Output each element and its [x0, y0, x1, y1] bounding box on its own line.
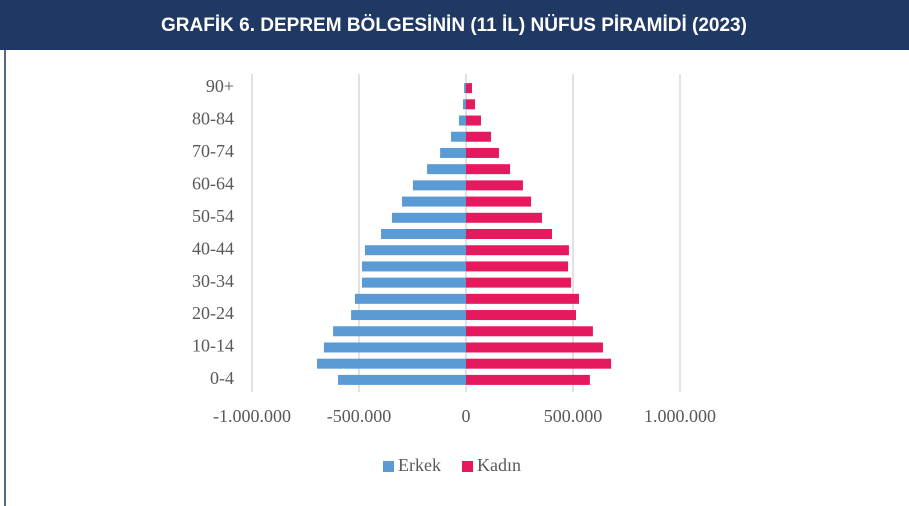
bar: [351, 310, 466, 321]
bar: [466, 180, 523, 191]
bar: [361, 261, 466, 272]
y-tick-label: 80-84: [192, 109, 234, 129]
bar: [412, 180, 466, 191]
bar: [466, 261, 569, 272]
bar: [458, 115, 466, 126]
bar: [466, 293, 579, 304]
y-tick-label: 90+: [206, 76, 234, 96]
header-band: [0, 0, 909, 50]
bar: [451, 131, 466, 142]
bar: [323, 342, 466, 353]
legend-label: Kadın: [477, 455, 521, 475]
bar: [466, 115, 481, 126]
bar: [391, 212, 466, 223]
bar: [464, 83, 466, 94]
bar: [338, 374, 466, 385]
bar: [361, 277, 466, 288]
bar: [466, 277, 572, 288]
bar: [466, 310, 576, 321]
bar: [364, 245, 466, 256]
bar: [440, 147, 466, 158]
legend-swatch: [383, 461, 394, 472]
x-tick-label: -1.000.000: [213, 406, 291, 426]
bar: [466, 342, 603, 353]
y-tick-label: 10-14: [192, 336, 234, 356]
bar: [466, 83, 472, 94]
y-tick-label: 20-24: [192, 303, 234, 323]
bar: [333, 326, 466, 337]
y-tick-label: 30-34: [192, 271, 234, 291]
y-tick-label: 0-4: [210, 368, 234, 388]
bar: [466, 229, 553, 239]
bar: [402, 196, 466, 207]
y-tick-label: 60-64: [192, 173, 234, 193]
bar: [466, 212, 542, 223]
bar: [466, 374, 590, 385]
bar: [466, 326, 593, 337]
bar: [466, 245, 569, 256]
x-tick-label: -500.000: [327, 406, 392, 426]
bar: [354, 293, 466, 304]
x-tick-label: 500.000: [544, 406, 603, 426]
bar: [427, 164, 466, 175]
bar: [466, 164, 511, 175]
chart-title: GRAFİK 6. DEPREM BÖLGESİNİN (11 İL) NÜFU…: [161, 15, 747, 36]
bar: [463, 99, 466, 110]
y-tick-label: 50-54: [192, 206, 234, 226]
bar: [466, 147, 499, 158]
x-tick-label: 0: [462, 406, 471, 426]
y-tick-label: 70-74: [192, 141, 234, 161]
x-tick-label: 1.000.000: [644, 406, 716, 426]
bar: [466, 99, 475, 110]
bar: [466, 196, 532, 207]
bar: [466, 131, 492, 142]
bar: [466, 358, 612, 369]
bar: [381, 229, 466, 239]
legend-swatch: [462, 461, 473, 472]
y-tick-label: 40-44: [192, 238, 234, 258]
legend-label: Erkek: [398, 455, 441, 475]
bar: [317, 358, 466, 369]
